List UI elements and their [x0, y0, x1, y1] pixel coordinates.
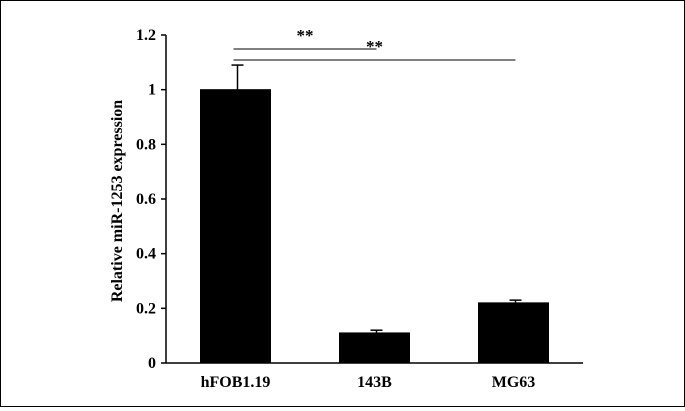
- error-bars: [231, 64, 522, 333]
- y-tick-label: 1.2: [136, 27, 156, 44]
- significance-label: **: [366, 37, 383, 56]
- y-tick-label: 0.8: [136, 136, 156, 153]
- x-tick-label: MG63: [492, 374, 536, 391]
- bar-hfob1-19: [200, 89, 271, 364]
- y-tick-label: 0: [148, 355, 156, 372]
- y-tick-label: 0.6: [136, 191, 156, 208]
- y-tick-label: 1: [148, 82, 156, 99]
- significance-label: **: [297, 26, 314, 45]
- significance-brackets: ** **: [233, 26, 516, 61]
- bar-143b: [339, 332, 410, 364]
- x-tick-label: 143B: [357, 374, 392, 391]
- y-ticks: 0 0.2 0.4 0.6 0.8 1 1.2: [136, 27, 166, 372]
- bar-mg63: [478, 302, 549, 364]
- x-tick-label: hFOB1.19: [201, 374, 271, 391]
- bars: [200, 89, 549, 364]
- y-axis-label: Relative miR-1253 expression: [109, 100, 126, 302]
- y-tick-label: 0.2: [136, 300, 156, 317]
- x-ticks: hFOB1.19 143B MG63: [201, 374, 536, 391]
- y-tick-label: 0.4: [136, 246, 156, 263]
- y-axis-label-group: Relative miR-1253 expression: [109, 100, 126, 302]
